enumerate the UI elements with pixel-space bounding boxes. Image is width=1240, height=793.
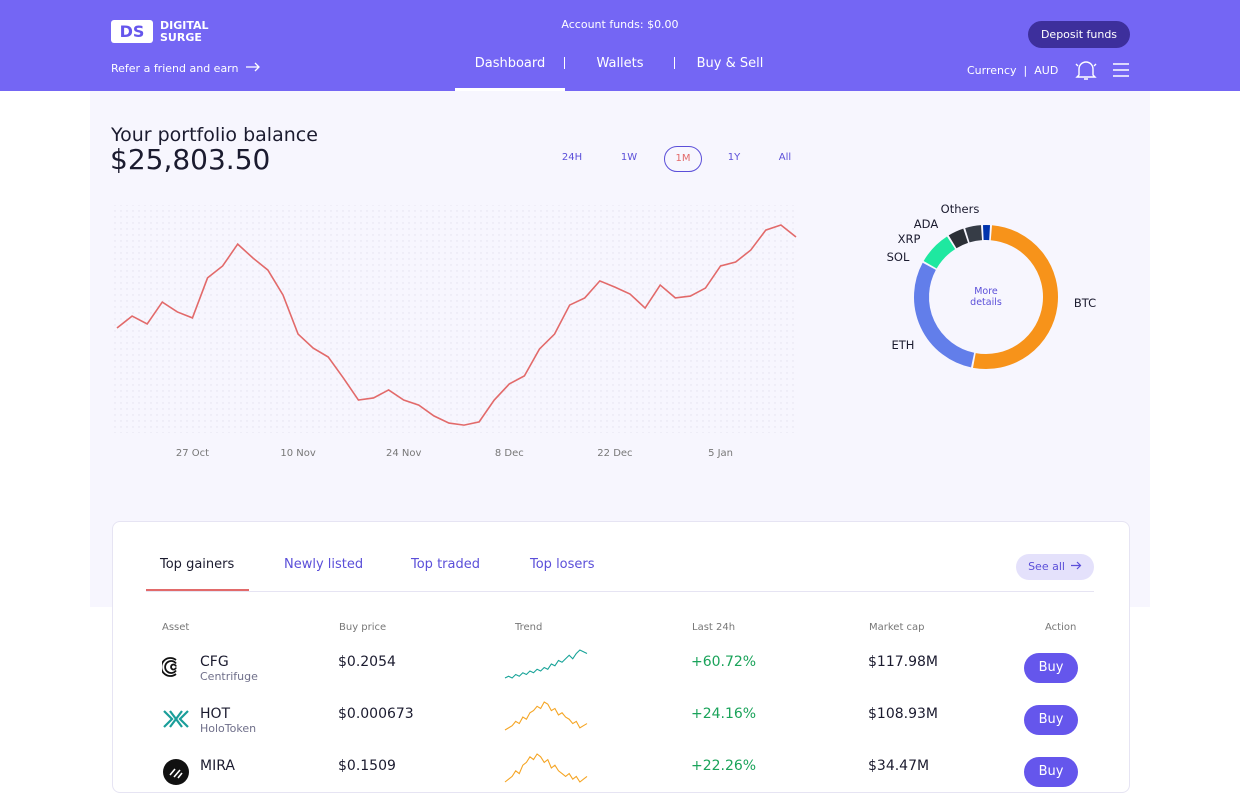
- charts: 27 Oct 10 Nov 24 Nov 8 Dec 22 Dec 5 Jan BTC ETH…: [0, 0, 1240, 520]
- trend-sparkline: [504, 647, 588, 681]
- change-24h: +22.26%: [691, 758, 756, 774]
- asset-symbol: HOT: [200, 706, 230, 722]
- buy-price: $0.000673: [338, 706, 414, 722]
- asset-icon: [162, 759, 190, 787]
- range-button[interactable]: All: [767, 146, 803, 170]
- change-24h: +24.16%: [691, 706, 756, 722]
- buy-button[interactable]: Buy: [1024, 757, 1078, 787]
- column-header: Market cap: [869, 622, 925, 633]
- donut-segment: [967, 233, 981, 236]
- market-cap: $34.47M: [868, 758, 929, 774]
- asset-icon: [162, 655, 190, 683]
- x-tick-label: 10 Nov: [280, 448, 316, 459]
- column-header: Asset: [162, 622, 189, 633]
- donut-segment: [922, 266, 973, 360]
- donut-label: ADA: [914, 217, 939, 231]
- trend-sparkline: [504, 751, 588, 785]
- x-tick-label: 27 Oct: [176, 448, 209, 459]
- tab[interactable]: Top gainers: [160, 557, 234, 572]
- trend-line: [505, 650, 587, 678]
- asset-name: Centrifuge: [200, 670, 258, 683]
- donut-label: SOL: [887, 250, 910, 264]
- buy-button[interactable]: Buy: [1024, 705, 1078, 735]
- plot-area: [113, 205, 798, 433]
- tab[interactable]: Top losers: [530, 557, 595, 572]
- range-button[interactable]: 1M: [664, 146, 702, 172]
- column-header: Last 24h: [692, 622, 735, 633]
- range-button[interactable]: 1W: [611, 146, 647, 170]
- market-card: [112, 521, 1130, 793]
- x-tick-label: 24 Nov: [386, 448, 422, 459]
- column-header: Buy price: [339, 622, 386, 633]
- buy-button[interactable]: Buy: [1024, 653, 1078, 683]
- donut-segment: [930, 243, 951, 265]
- column-header: Trend: [515, 622, 542, 633]
- asset-symbol: CFG: [200, 654, 229, 670]
- x-tick-label: 5 Jan: [708, 448, 733, 459]
- tab[interactable]: Newly listed: [284, 557, 363, 572]
- asset-logo: [162, 655, 190, 683]
- asset-logo: [162, 707, 190, 735]
- donut-label: XRP: [898, 232, 921, 246]
- donut-label: BTC: [1074, 296, 1096, 310]
- column-header: Action: [1045, 622, 1076, 633]
- buy-price: $0.2054: [338, 654, 396, 670]
- asset-symbol: MIRA: [200, 758, 235, 774]
- range-button[interactable]: 24H: [554, 146, 590, 170]
- donut-label: ETH: [892, 338, 915, 352]
- arrow-icon: [1070, 561, 1082, 570]
- see-all-button[interactable]: See all: [1016, 554, 1094, 580]
- x-tick-label: 8 Dec: [495, 448, 524, 459]
- trend-line: [505, 702, 587, 730]
- buy-price: $0.1509: [338, 758, 396, 774]
- trend-line: [505, 754, 587, 782]
- tab-divider: [146, 591, 1094, 592]
- asset-icon: [162, 707, 190, 735]
- change-24h: +60.72%: [691, 654, 756, 670]
- donut-segment: [953, 236, 966, 242]
- donut-label: Others: [941, 202, 980, 216]
- range-button[interactable]: 1Y: [716, 146, 752, 170]
- see-all-text: See all: [1028, 560, 1065, 573]
- x-tick-label: 22 Dec: [597, 448, 632, 459]
- market-cap: $108.93M: [868, 706, 938, 722]
- trend-sparkline: [504, 699, 588, 733]
- market-cap: $117.98M: [868, 654, 938, 670]
- asset-logo: [162, 759, 190, 787]
- tab[interactable]: Top traded: [411, 557, 480, 572]
- asset-name: HoloToken: [200, 722, 256, 735]
